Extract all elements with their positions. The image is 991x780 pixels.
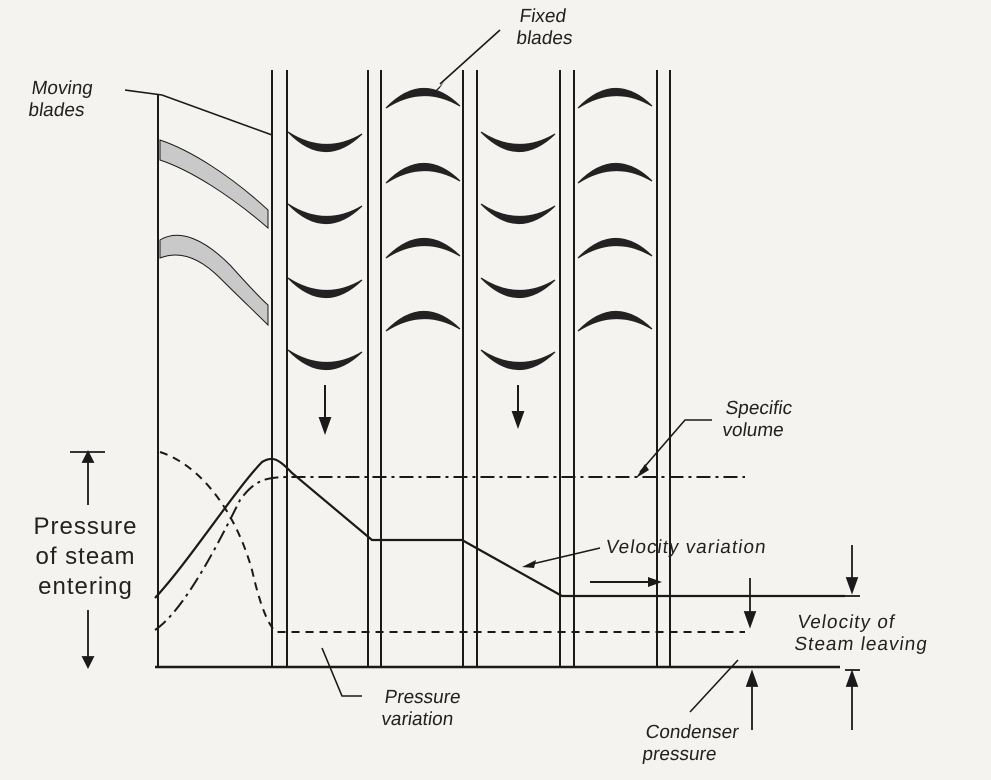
velocity-variation-curve: [154, 457, 845, 599]
pressure-variation-leader: [321, 647, 362, 697]
specific-volume-leader: [639, 419, 712, 473]
label-specific-volume: Specific volume: [721, 398, 794, 441]
label-condenser-pressure: Condenser pressure: [641, 722, 741, 765]
velocity-direction-arrow: [590, 577, 662, 587]
velocity-variation-leader: [527, 547, 601, 566]
condenser-pressure-leader: [689, 659, 739, 713]
moving-blade: [287, 277, 363, 299]
wall-lines: [157, 70, 671, 667]
label-pressure-of-steam-entering: Pressure of steam entering: [33, 513, 138, 600]
label-moving-blades: Moving blades: [27, 78, 95, 121]
moving-blades-leader: [124, 89, 273, 136]
nozzle-shading: [159, 234, 269, 327]
moving-blade: [480, 131, 556, 153]
moving-blade: [480, 277, 556, 299]
label-velocity-of-steam-leaving: Velocity of Steam leaving: [793, 612, 930, 655]
pressure-variation-curve: [159, 451, 745, 633]
moving-blade: [287, 349, 363, 371]
specific-volume-curve: [154, 476, 745, 631]
fixed-blade: [385, 237, 461, 259]
velocity-arrowhead: [522, 560, 536, 568]
specific-volume-arrowhead: [636, 464, 649, 478]
moving-blade: [287, 203, 363, 225]
fixed-blade: [577, 162, 653, 184]
flow-arrow-right: [511, 385, 525, 429]
fixed-blades-arrowhead: [432, 82, 444, 94]
condenser-pressure-dimension: [745, 669, 860, 730]
fixed-blade: [385, 87, 461, 109]
fixed-blade: [385, 162, 461, 184]
moving-blade: [480, 349, 556, 371]
pressure-entering-dimension: [70, 449, 105, 670]
moving-blade: [480, 203, 556, 225]
velocity-leaving-dimension: [743, 545, 860, 629]
moving-blade: [287, 131, 363, 153]
flow-arrow-left: [318, 385, 332, 435]
label-fixed-blades: Fixed blades: [515, 6, 574, 49]
fixed-blades-leader: [439, 29, 501, 85]
label-pressure-variation: Pressure variation: [380, 687, 463, 730]
fixed-blade: [577, 87, 653, 109]
fixed-blade: [577, 310, 653, 332]
fixed-blade: [385, 310, 461, 332]
nozzle-shading: [159, 139, 269, 230]
shaded-nozzles: [159, 139, 269, 327]
blade-rows: [287, 87, 653, 371]
fixed-blade: [577, 237, 653, 259]
label-velocity-variation: Velocity variation: [604, 537, 769, 558]
